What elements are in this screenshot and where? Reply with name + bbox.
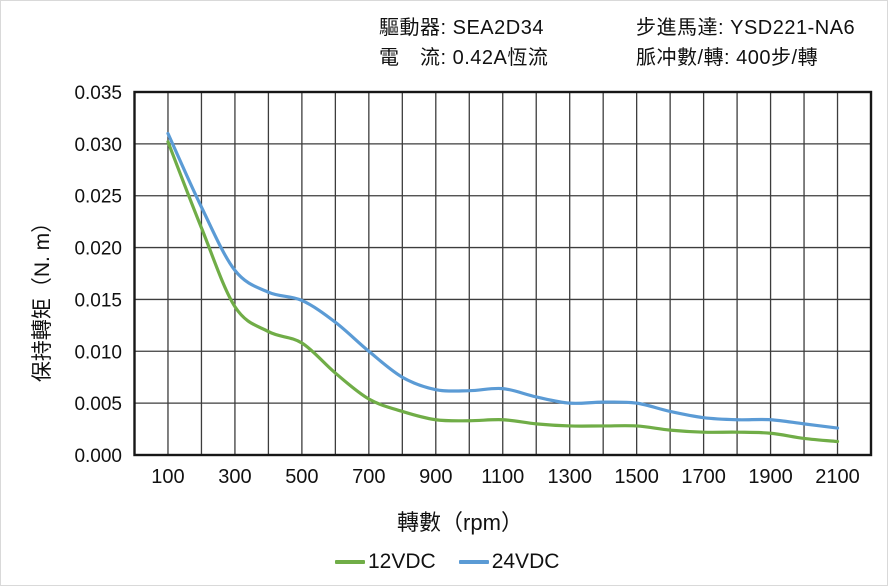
series-line-24vdc bbox=[166, 131, 840, 430]
x-tick-label: 2100 bbox=[815, 466, 860, 488]
header-driver-label: 驅動器: SEA2D34 bbox=[379, 17, 544, 39]
y-tick-label: 0.020 bbox=[74, 239, 122, 260]
y-axis-title: 保持轉矩（N. m） bbox=[31, 211, 54, 383]
legend-item-12vdc: 12VDC bbox=[335, 550, 436, 574]
x-tick-label: 500 bbox=[285, 466, 318, 488]
y-tick-label: 0.005 bbox=[74, 394, 122, 415]
plot-border bbox=[133, 90, 873, 457]
x-tick-label: 1500 bbox=[614, 466, 659, 488]
header-motor-label: 步進馬達: YSD221-NA6 bbox=[636, 17, 856, 39]
x-tick-label: 700 bbox=[352, 466, 385, 488]
legend-label-24vdc: 24VDC bbox=[491, 550, 560, 573]
header-current-label: 電 流: 0.42A恆流 bbox=[379, 47, 549, 69]
x-tick-label: 900 bbox=[419, 466, 452, 488]
x-tick-label: 1100 bbox=[481, 466, 524, 488]
y-tick-label: 0.010 bbox=[74, 342, 122, 363]
legend-line-12vdc-icon bbox=[335, 560, 365, 564]
x-tick-label: 1900 bbox=[748, 466, 793, 488]
x-tick-label: 1300 bbox=[547, 466, 592, 488]
legend-line-24vdc-icon bbox=[458, 560, 489, 564]
x-tick-label: 100 bbox=[151, 466, 184, 488]
y-tick-label: 0.015 bbox=[74, 290, 122, 311]
y-tick-label: 0.025 bbox=[74, 187, 122, 208]
series-line-12vdc bbox=[166, 140, 840, 444]
y-tick-label: 0.000 bbox=[74, 446, 122, 467]
legend-item-24vdc: 24VDC bbox=[458, 550, 560, 574]
y-tick-label: 0.030 bbox=[74, 135, 122, 156]
x-axis-title: 轉數（rpm） bbox=[397, 510, 523, 535]
chart-legend: 12VDC 24VDC bbox=[335, 550, 559, 574]
header-pulses-label: 脈冲數/轉: 400步/轉 bbox=[636, 47, 819, 69]
legend-label-12vdc: 12VDC bbox=[368, 550, 436, 573]
x-tick-label: 1700 bbox=[681, 466, 726, 488]
y-tick-label: 0.035 bbox=[74, 83, 122, 104]
x-tick-label: 300 bbox=[218, 466, 251, 488]
